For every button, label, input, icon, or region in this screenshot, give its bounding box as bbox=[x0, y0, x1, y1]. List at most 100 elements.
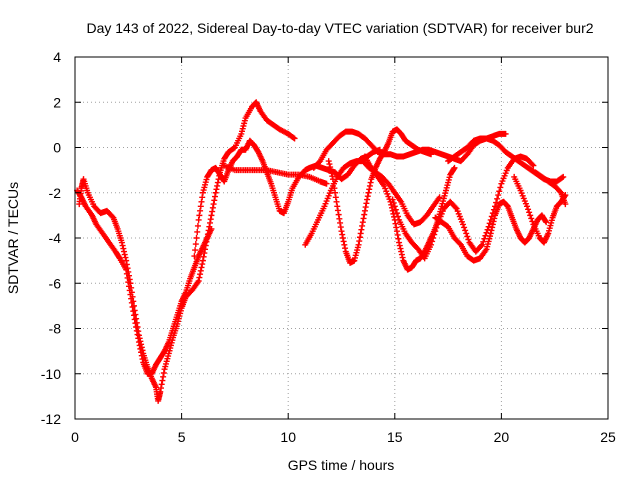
data-point-marker bbox=[356, 234, 363, 241]
data-point-marker bbox=[331, 185, 338, 192]
data-point-marker bbox=[361, 211, 368, 218]
data-point-marker bbox=[484, 226, 491, 233]
data-point-marker bbox=[191, 253, 198, 260]
data-point-marker bbox=[196, 212, 203, 219]
x-tick-label: 0 bbox=[71, 429, 79, 445]
series-sat-m bbox=[532, 169, 569, 208]
y-tick-label: -10 bbox=[41, 366, 61, 382]
data-point-marker bbox=[332, 189, 339, 196]
data-point-marker bbox=[340, 238, 347, 245]
data-point-marker bbox=[339, 235, 346, 241]
data-point-marker bbox=[192, 241, 199, 248]
data-point-marker bbox=[464, 233, 471, 240]
data-point-marker bbox=[389, 207, 396, 214]
data-point-marker bbox=[526, 209, 533, 216]
data-point-marker bbox=[132, 320, 139, 327]
data-point-marker bbox=[365, 189, 372, 196]
data-point-marker bbox=[390, 210, 397, 217]
data-point-marker bbox=[528, 215, 535, 222]
data-point-marker bbox=[124, 274, 131, 281]
data-point-marker bbox=[360, 215, 367, 222]
x-tick-label: 10 bbox=[280, 429, 296, 445]
data-point-marker bbox=[398, 251, 405, 258]
series-sat-l bbox=[511, 173, 569, 246]
data-point-marker bbox=[327, 164, 334, 171]
data-point-marker bbox=[123, 270, 130, 277]
data-point-marker bbox=[485, 223, 492, 230]
data-point-marker bbox=[126, 283, 133, 290]
data-point-marker bbox=[338, 228, 345, 235]
data-point-marker bbox=[359, 222, 366, 229]
data-point-marker bbox=[486, 220, 493, 227]
data-point-marker bbox=[125, 279, 132, 286]
data-point-marker bbox=[119, 242, 126, 249]
data-point-marker bbox=[199, 194, 206, 201]
data-point-marker bbox=[396, 242, 403, 249]
data-point-marker bbox=[432, 228, 439, 235]
data-point-marker bbox=[392, 220, 399, 227]
data-point-marker bbox=[160, 373, 167, 380]
data-point-marker bbox=[130, 312, 137, 319]
data-point-marker bbox=[199, 261, 206, 268]
data-point-marker bbox=[133, 323, 140, 330]
data-point-marker bbox=[192, 247, 199, 254]
data-point-marker bbox=[330, 180, 337, 187]
data-point-marker bbox=[198, 264, 205, 271]
data-point-marker bbox=[208, 225, 215, 232]
data-point-marker bbox=[207, 219, 214, 226]
data-point-marker bbox=[502, 130, 509, 137]
data-point-marker bbox=[393, 224, 400, 231]
series-sat-a bbox=[76, 99, 298, 404]
data-point-marker bbox=[366, 182, 373, 189]
data-point-marker bbox=[130, 308, 137, 315]
data-point-marker bbox=[199, 257, 206, 264]
data-point-marker bbox=[333, 198, 340, 205]
data-point-marker bbox=[194, 228, 201, 235]
data-point-marker bbox=[497, 184, 504, 191]
data-point-marker bbox=[523, 203, 530, 210]
y-tick-label: -2 bbox=[49, 185, 62, 201]
data-point-marker bbox=[337, 224, 344, 231]
data-point-marker bbox=[341, 241, 348, 248]
data-point-marker bbox=[478, 242, 485, 249]
data-point-marker bbox=[452, 204, 459, 211]
data-point-marker bbox=[356, 238, 363, 245]
data-point-marker bbox=[157, 388, 164, 395]
data-point-marker bbox=[463, 230, 470, 237]
data-point-marker bbox=[197, 203, 204, 210]
data-point-marker bbox=[559, 174, 566, 181]
data-point-marker bbox=[450, 165, 457, 172]
data-point-marker bbox=[396, 239, 403, 246]
data-point-marker bbox=[394, 231, 401, 238]
data-point-marker bbox=[395, 235, 402, 242]
data-point-marker bbox=[159, 377, 166, 384]
data-point-marker bbox=[135, 339, 142, 346]
data-point-marker bbox=[195, 277, 202, 284]
y-tick-label: -8 bbox=[49, 321, 62, 337]
data-point-marker bbox=[208, 212, 215, 219]
data-point-marker bbox=[364, 196, 371, 203]
data-point-marker bbox=[325, 158, 332, 165]
data-point-marker bbox=[328, 170, 335, 177]
data-point-marker bbox=[392, 206, 399, 213]
data-point-marker bbox=[489, 224, 496, 231]
data-point-marker bbox=[542, 218, 549, 225]
y-tick-label: -12 bbox=[41, 411, 61, 427]
data-point-marker bbox=[316, 159, 323, 166]
data-point-marker bbox=[207, 216, 214, 223]
data-point-marker bbox=[451, 164, 458, 171]
data-point-marker bbox=[198, 198, 205, 205]
data-point-marker bbox=[210, 201, 217, 208]
data-point-marker bbox=[430, 235, 437, 241]
data-point-marker bbox=[530, 162, 537, 169]
data-point-marker bbox=[291, 135, 298, 142]
data-point-marker bbox=[367, 179, 374, 186]
data-point-marker bbox=[135, 335, 142, 342]
data-point-marker bbox=[196, 274, 203, 281]
y-tick-label: -4 bbox=[49, 230, 62, 246]
data-point-marker bbox=[363, 200, 370, 207]
y-tick-label: 2 bbox=[53, 94, 61, 110]
data-point-marker bbox=[490, 218, 497, 225]
data-point-marker bbox=[461, 224, 468, 231]
